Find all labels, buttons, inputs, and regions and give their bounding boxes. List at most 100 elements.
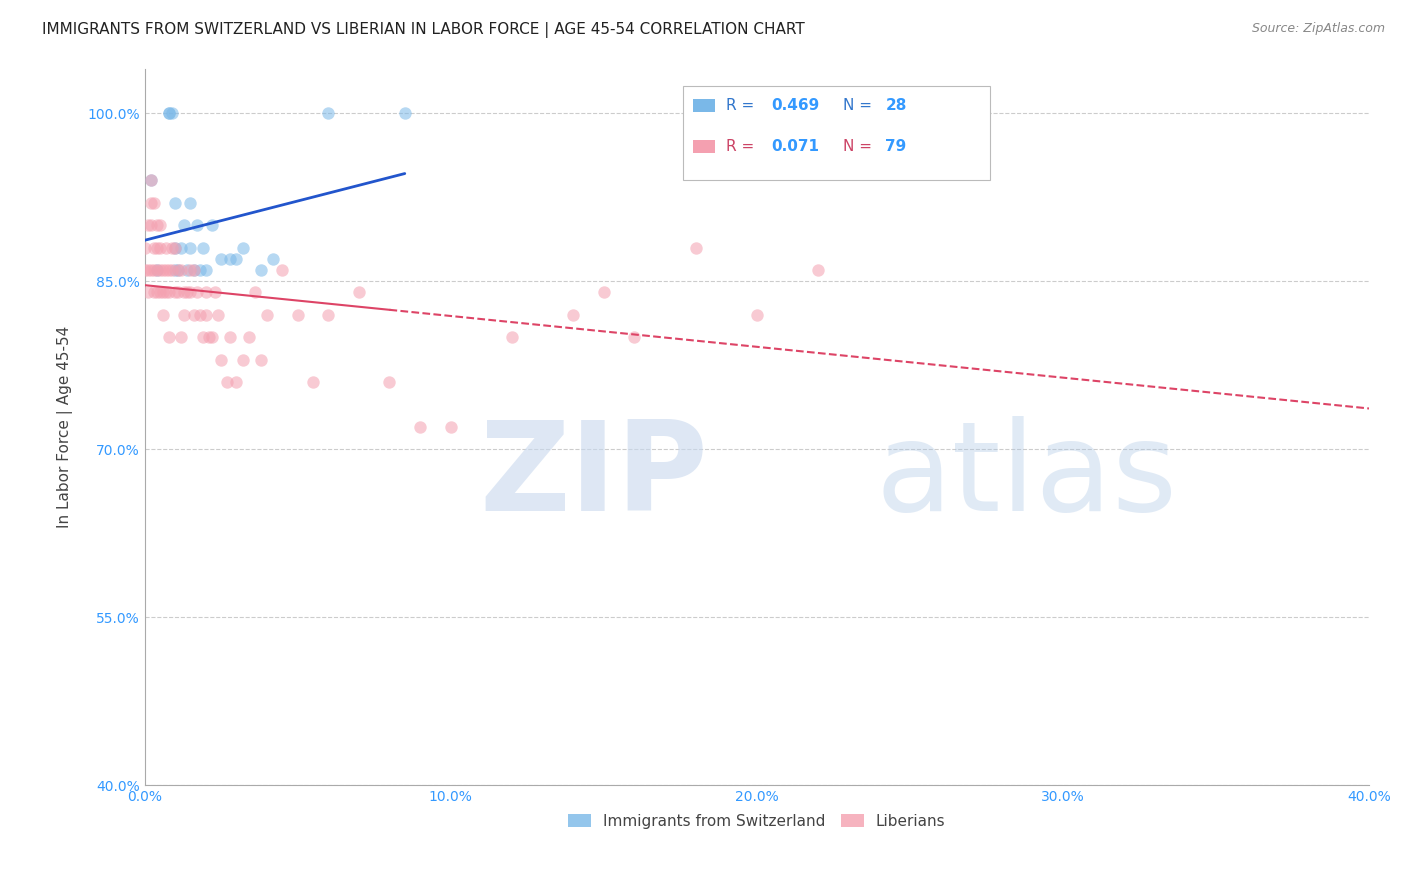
Point: [179, 195, 201, 210]
Point: [136, 263, 159, 277]
Point: [165, 241, 187, 255]
Point: [256, 308, 278, 322]
Point: [179, 263, 201, 277]
Point: [165, 285, 187, 300]
Point: [157, 106, 180, 120]
Point: [562, 308, 585, 322]
Point: [157, 263, 180, 277]
Point: [142, 195, 165, 210]
Point: [250, 263, 273, 277]
Point: [165, 195, 187, 210]
Point: [160, 106, 183, 120]
Point: [188, 308, 211, 322]
Point: [219, 252, 242, 266]
Point: [173, 219, 195, 233]
Point: [287, 308, 309, 322]
Point: [142, 241, 165, 255]
Point: [194, 308, 217, 322]
FancyBboxPatch shape: [693, 99, 716, 112]
Point: [217, 375, 239, 389]
Point: [262, 252, 284, 266]
Point: [302, 375, 325, 389]
Text: 0.469: 0.469: [772, 98, 820, 113]
Point: [134, 263, 156, 277]
Point: [149, 219, 172, 233]
Point: [316, 106, 339, 120]
Point: [231, 241, 253, 255]
Point: [165, 263, 187, 277]
Point: [198, 330, 221, 344]
Point: [623, 330, 645, 344]
Point: [152, 263, 174, 277]
Point: [139, 173, 162, 187]
Point: [209, 252, 232, 266]
Point: [157, 106, 180, 120]
Point: [170, 263, 193, 277]
Point: [134, 241, 156, 255]
Point: [501, 330, 523, 344]
Point: [139, 173, 162, 187]
Point: [409, 419, 432, 434]
Point: [160, 241, 183, 255]
Point: [157, 285, 180, 300]
Point: [179, 285, 201, 300]
Point: [146, 263, 169, 277]
Point: [139, 263, 162, 277]
Point: [225, 375, 247, 389]
Point: [146, 263, 169, 277]
Point: [139, 195, 162, 210]
Text: IMMIGRANTS FROM SWITZERLAND VS LIBERIAN IN LABOR FORCE | AGE 45-54 CORRELATION C: IMMIGRANTS FROM SWITZERLAND VS LIBERIAN …: [42, 22, 804, 38]
Point: [155, 263, 177, 277]
Text: 0.071: 0.071: [772, 139, 820, 154]
Point: [176, 263, 198, 277]
Point: [155, 241, 177, 255]
Text: R =: R =: [727, 139, 759, 154]
Point: [225, 252, 247, 266]
Point: [440, 419, 463, 434]
Point: [316, 308, 339, 322]
Point: [149, 263, 172, 277]
Point: [183, 308, 205, 322]
Point: [167, 263, 190, 277]
Point: [204, 285, 226, 300]
Text: Source: ZipAtlas.com: Source: ZipAtlas.com: [1251, 22, 1385, 36]
Text: N =: N =: [842, 98, 876, 113]
Point: [243, 285, 266, 300]
Point: [152, 285, 174, 300]
FancyBboxPatch shape: [693, 140, 716, 153]
Point: [685, 241, 707, 255]
Point: [231, 352, 253, 367]
Text: N =: N =: [842, 139, 876, 154]
Point: [201, 330, 224, 344]
Point: [183, 263, 205, 277]
Point: [347, 285, 370, 300]
Point: [176, 285, 198, 300]
Point: [807, 263, 830, 277]
Text: R =: R =: [727, 98, 759, 113]
Point: [170, 241, 193, 255]
Point: [157, 330, 180, 344]
Point: [745, 308, 768, 322]
Point: [146, 285, 169, 300]
Point: [160, 263, 183, 277]
Point: [394, 106, 416, 120]
Point: [149, 241, 172, 255]
Point: [142, 263, 165, 277]
Point: [155, 285, 177, 300]
Point: [194, 263, 217, 277]
Legend: Immigrants from Switzerland, Liberians: Immigrants from Switzerland, Liberians: [562, 807, 952, 835]
Point: [219, 330, 242, 344]
Text: atlas: atlas: [875, 417, 1177, 538]
Point: [592, 285, 614, 300]
Point: [167, 285, 190, 300]
Text: ZIP: ZIP: [479, 417, 707, 538]
Point: [238, 330, 260, 344]
Point: [173, 308, 195, 322]
Text: 79: 79: [886, 139, 907, 154]
Point: [146, 241, 169, 255]
Point: [142, 285, 165, 300]
Point: [209, 352, 232, 367]
Point: [179, 241, 201, 255]
Point: [139, 219, 162, 233]
FancyBboxPatch shape: [683, 87, 990, 179]
